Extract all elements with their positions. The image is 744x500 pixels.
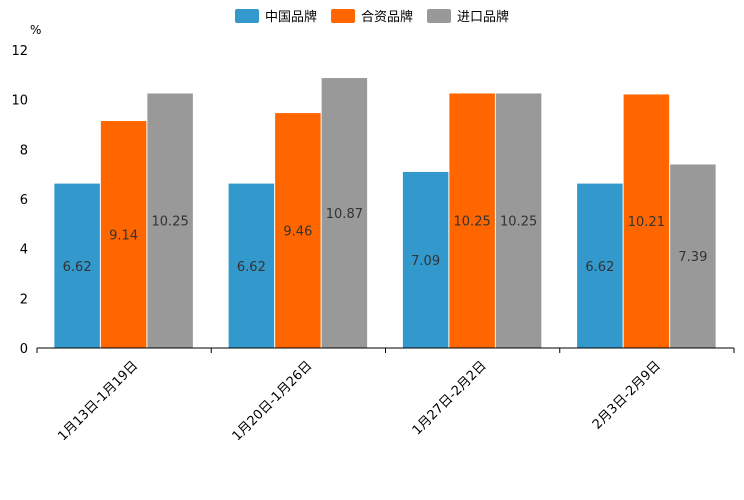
bar [449,93,495,348]
data-label: 10.25 [454,215,491,230]
bar [495,93,542,348]
bars [54,78,716,349]
legend-label: 合资品牌 [361,9,413,25]
legend-swatch [235,9,259,23]
bar [670,164,716,348]
y-axis: 0 2 4 6 8 10 12 [11,44,28,357]
x-tick-label: 1月20日-1月26日 [230,358,316,444]
legend-swatch [427,9,451,23]
y-tick-label: 4 [20,243,28,258]
bar [228,183,275,348]
legend-label: 中国品牌 [265,9,317,25]
data-labels: 6.62 9.14 10.25 6.62 9.46 10.87 7.09 10.25 10.25… [63,207,708,275]
data-label: 9.46 [283,225,312,240]
y-tick-label: 8 [20,143,28,158]
data-label: 6.62 [585,260,614,275]
x-tick-label: 2月3日-2月9日 [590,358,664,432]
y-tick-label: 6 [20,193,28,208]
y-tick-label: 0 [20,342,28,357]
bar [54,183,100,348]
legend-label: 进口品牌 [457,9,509,25]
legend-item: 中国品牌 [235,9,317,25]
data-label: 10.21 [628,215,665,230]
data-label: 7.39 [678,250,707,265]
bar [100,121,147,348]
bar [402,171,449,348]
data-label: 10.87 [326,207,363,222]
data-label: 6.62 [237,260,266,275]
y-tick-label: 12 [11,44,28,59]
data-label: 6.62 [63,260,92,275]
data-label: 7.09 [411,254,440,269]
bar [147,93,193,348]
legend-item: 进口品牌 [427,9,509,25]
data-label: 9.14 [109,229,138,244]
bar [321,78,368,348]
legend-swatch [331,9,355,23]
y-tick-label: 2 [20,292,28,307]
x-axis: 1月13日-1月19日 1月20日-1月26日 1月27日-2月2日 2月3日-2月9… [36,347,735,444]
data-label: 10.25 [152,215,189,230]
bar [577,183,623,348]
legend-item: 合资品牌 [331,9,413,25]
bar [275,113,321,349]
y-tick-label: 10 [11,94,28,109]
y-axis-unit-label: % [30,23,41,37]
x-tick-label: 1月13日-1月19日 [55,358,141,444]
legend: 中国品牌 合资品牌 进口品牌 [235,9,509,25]
data-label: 10.25 [500,215,537,230]
bar [623,94,670,349]
x-tick-label: 1月27日-2月2日 [410,358,490,438]
